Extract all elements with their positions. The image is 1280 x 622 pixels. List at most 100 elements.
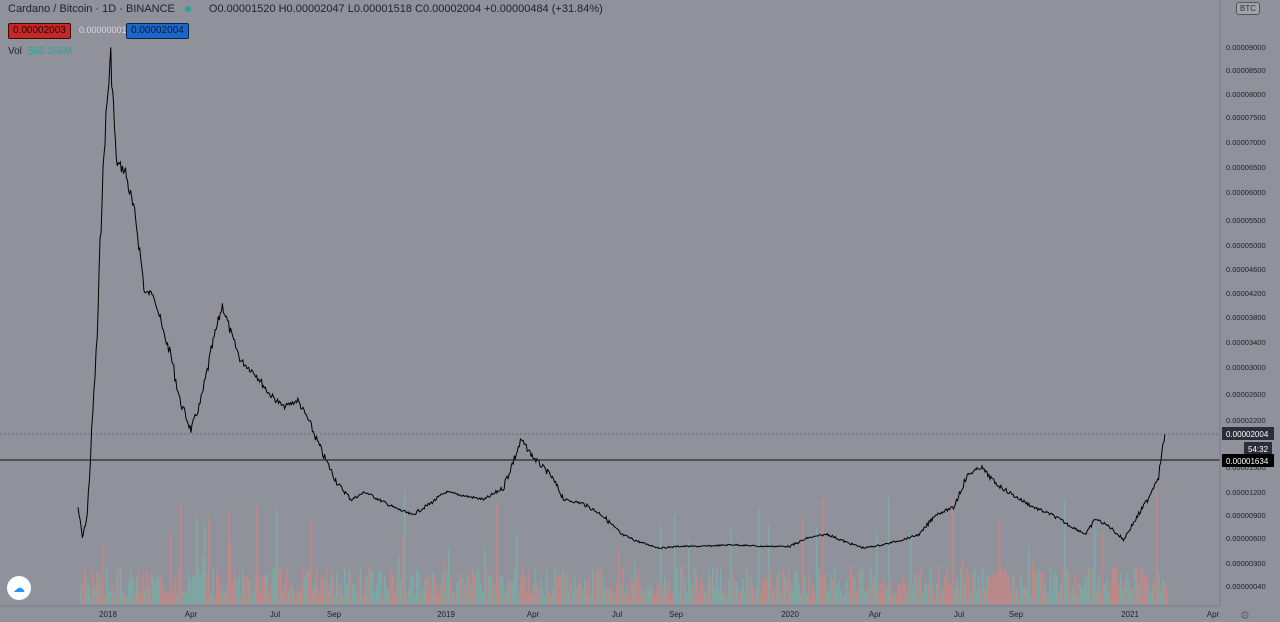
volume-bar <box>622 568 624 604</box>
volume-bar <box>966 568 968 604</box>
volume-bar <box>94 586 96 604</box>
volume-bar <box>744 593 746 604</box>
volume-bar <box>614 594 616 604</box>
volume-bar <box>224 591 226 604</box>
volume-bar <box>252 593 254 604</box>
volume-bar <box>1004 568 1006 604</box>
volume-bar <box>994 576 996 604</box>
volume-bar <box>856 590 858 604</box>
volume-bar <box>664 577 666 604</box>
volume-bar <box>572 589 574 604</box>
volume-bar <box>852 575 854 604</box>
volume-bar <box>104 595 106 604</box>
volume-bar <box>722 593 724 604</box>
buy-price-box[interactable]: 0.00002004 <box>126 23 189 39</box>
sell-price-box[interactable]: 0.00002003 <box>8 23 71 39</box>
volume-bar <box>670 595 672 604</box>
volume-bar <box>532 586 534 604</box>
volume-bar <box>170 532 172 604</box>
volume-bar <box>714 588 716 604</box>
volume-bar <box>312 587 314 604</box>
svg-text:0.00001634: 0.00001634 <box>1226 457 1269 466</box>
volume-bar <box>194 576 196 604</box>
volume-bar <box>230 541 232 604</box>
price-tick-label: 0.00003000 <box>1226 363 1266 372</box>
time-tick-label: 2021 <box>1121 610 1139 619</box>
volume-bar <box>870 567 872 604</box>
time-tick-label: 2019 <box>437 610 455 619</box>
volume-bar <box>908 583 910 604</box>
volume-bar <box>1064 499 1066 604</box>
volume-bar <box>914 573 916 604</box>
volume-bar <box>864 592 866 604</box>
volume-bar <box>508 579 510 604</box>
volume-bar <box>1130 589 1132 604</box>
volume-bar <box>866 592 868 604</box>
volume-bar <box>792 589 794 604</box>
volume-bar <box>988 575 990 604</box>
volume-bar <box>1154 581 1156 604</box>
volume-bar <box>902 576 904 604</box>
volume-bar <box>996 573 998 604</box>
volume-bar <box>874 576 876 604</box>
volume-bar <box>118 567 120 604</box>
volume-bar <box>324 579 326 604</box>
volume-bar <box>432 570 434 604</box>
volume-bar <box>500 576 502 604</box>
volume-bar <box>742 578 744 604</box>
volume-bar <box>998 521 1000 604</box>
volume-bar <box>1034 567 1036 604</box>
volume-bar <box>90 595 92 604</box>
volume-bar <box>156 575 158 604</box>
volume-bar <box>854 577 856 604</box>
volume-bar <box>688 538 690 604</box>
volume-bar <box>502 575 504 604</box>
volume-bar <box>748 574 750 604</box>
volume-bar <box>818 568 820 604</box>
volume-bar <box>630 577 632 604</box>
volume-bar <box>832 579 834 604</box>
price-tick-label: 0.00009000 <box>1226 43 1266 52</box>
volume-bar <box>184 594 186 604</box>
tradingview-logo-icon[interactable]: ☁ <box>7 576 31 600</box>
volume-bar <box>1126 573 1128 604</box>
volume-bar <box>82 584 84 604</box>
volume-bar <box>876 532 878 604</box>
volume-bar <box>596 567 598 604</box>
volume-bar <box>474 575 476 604</box>
volume-bar <box>490 574 492 604</box>
volume-bar <box>1096 591 1098 604</box>
price-axis[interactable]: 0.00000040 0.00000300 0.00000600 0.00000900… <box>1226 43 1266 591</box>
volume-bar <box>1104 584 1106 604</box>
volume-bar <box>398 555 400 604</box>
volume-bar <box>794 569 796 604</box>
time-tick-label: Sep <box>669 610 684 619</box>
currency-badge[interactable]: BTC <box>1236 2 1260 15</box>
volume-bar <box>154 581 156 604</box>
volume-bar <box>1166 588 1168 604</box>
volume-bar <box>168 593 170 604</box>
volume-bar <box>556 577 558 604</box>
volume-bar <box>576 588 578 604</box>
symbol-title[interactable]: Cardano / Bitcoin · 1D · BINANCE <box>8 3 175 15</box>
volume-bar <box>862 570 864 604</box>
volume-bar <box>1016 587 1018 604</box>
time-axis[interactable]: 2018 Apr Jul Sep 2019 Apr Jul Sep 2020 Apr Jul Sep 2… <box>99 610 1219 619</box>
volume-bar <box>768 523 770 604</box>
volume-bar <box>1118 582 1120 604</box>
volume-bar <box>880 584 882 604</box>
volume-bar <box>158 577 160 604</box>
volume-bar <box>672 593 674 604</box>
volume-bar <box>952 500 954 604</box>
volume-bar <box>1084 579 1086 604</box>
volume-bar <box>1060 584 1062 604</box>
volume-bar <box>812 585 814 604</box>
volume-bar <box>1122 588 1124 604</box>
volume-bar <box>262 576 264 604</box>
price-tick-label: 0.00000900 <box>1226 511 1266 520</box>
volume-bar <box>738 589 740 604</box>
volume-bar <box>270 583 272 604</box>
volume-bar <box>494 584 496 604</box>
settings-gear-icon[interactable]: ⚙ <box>1240 610 1250 622</box>
